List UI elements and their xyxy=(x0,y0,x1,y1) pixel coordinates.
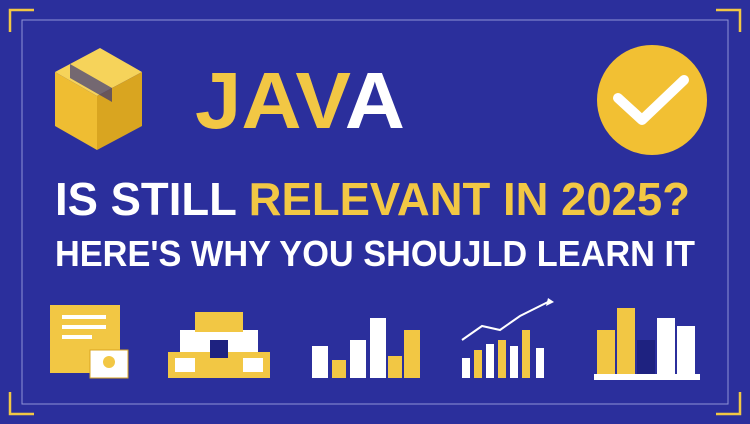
frame xyxy=(21,19,729,405)
bars-icon xyxy=(312,318,420,378)
check-icon xyxy=(597,45,707,155)
headline: JAVA xyxy=(195,56,405,145)
document-icon xyxy=(50,305,129,379)
question: IS STILL RELEVANT IN 2025? xyxy=(55,173,690,225)
question-part: IS STILL xyxy=(55,173,249,225)
columns-icon xyxy=(594,308,700,380)
headline-part: A xyxy=(345,56,405,145)
trend-icon xyxy=(461,298,554,378)
box-icon xyxy=(55,48,142,150)
blocks-icon xyxy=(168,312,270,378)
headline-part: JAV xyxy=(195,56,351,145)
corner-brackets xyxy=(8,8,742,416)
subtitle: HERE'S WHY YOU SHOUJLD LEARN IT xyxy=(55,233,695,274)
question-part: RELEVANT IN 2025? xyxy=(249,173,690,225)
